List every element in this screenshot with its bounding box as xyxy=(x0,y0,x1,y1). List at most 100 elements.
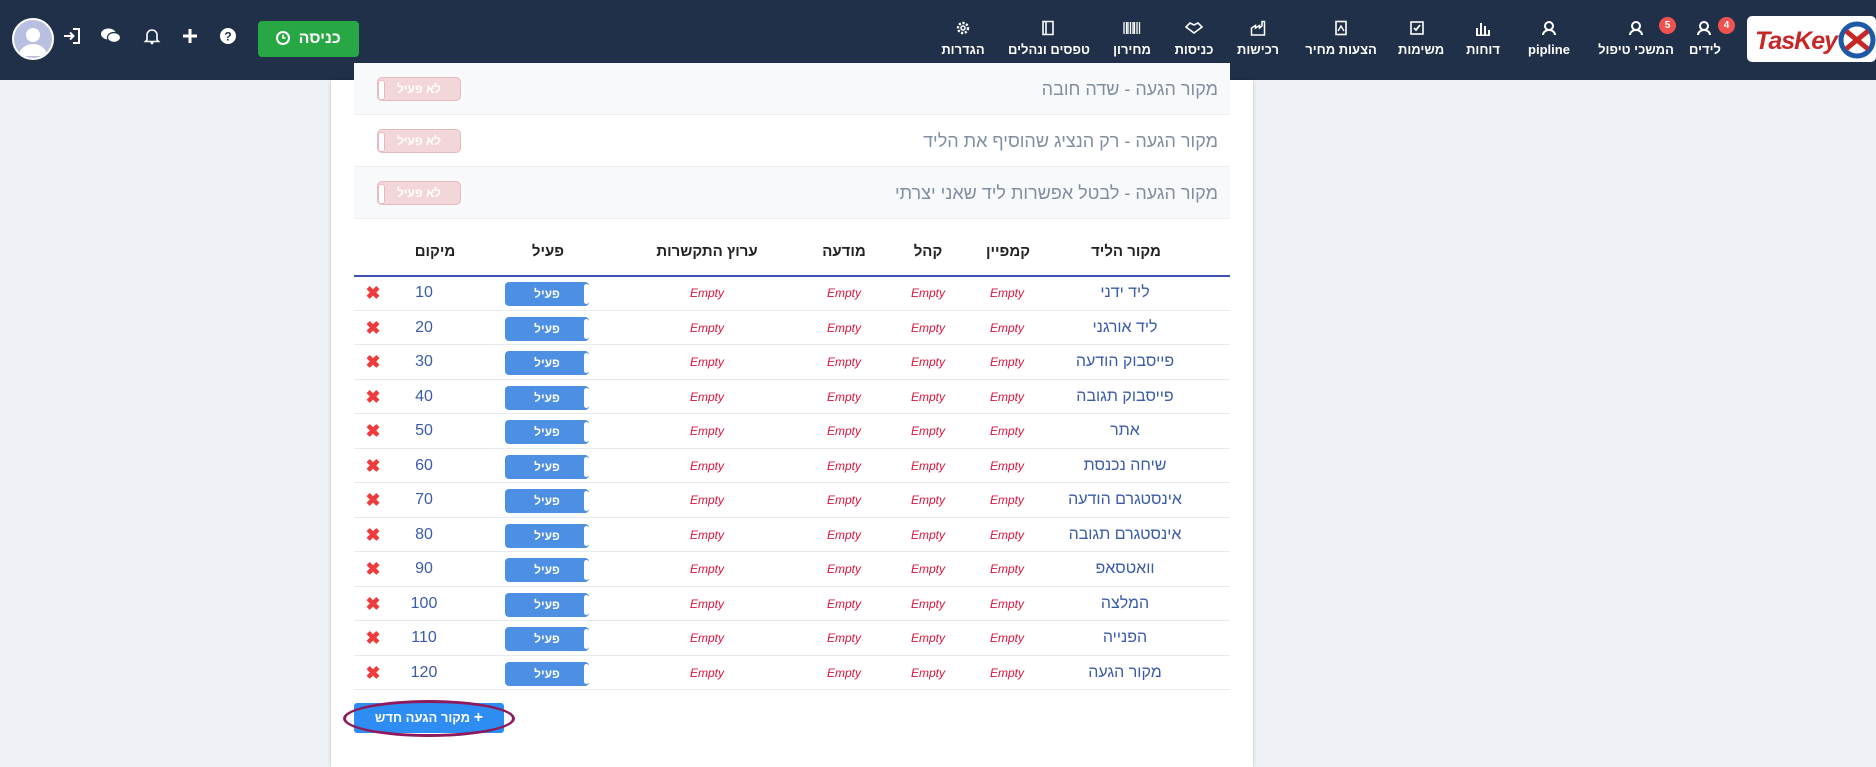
cell-rank[interactable]: 30 xyxy=(415,353,433,370)
nav-item-pipeline[interactable]: pipline xyxy=(1527,20,1571,64)
brand-logo[interactable]: TasKey xyxy=(1747,16,1876,62)
setting-toggle[interactable]: לא פעיל xyxy=(377,129,461,153)
cell-rank[interactable]: 100 xyxy=(410,594,438,612)
nav-item-forms[interactable]: טפסים ונהלים xyxy=(1008,20,1090,64)
cell-rank[interactable]: 20 xyxy=(415,318,433,336)
cell-audience[interactable]: Empty xyxy=(910,458,945,473)
active-toggle[interactable]: פעיל xyxy=(505,454,589,479)
cell-audience[interactable]: Empty xyxy=(910,562,945,576)
active-toggle[interactable]: פעיל xyxy=(505,627,589,651)
cell-campaign[interactable]: Empty xyxy=(989,562,1024,576)
cell-audience[interactable]: Empty xyxy=(910,355,945,369)
bell-icon[interactable] xyxy=(141,27,163,49)
delete-icon[interactable]: ✖ xyxy=(365,559,381,579)
cell-source[interactable]: ליד ידני xyxy=(1100,284,1150,301)
nav-item-continue[interactable]: המשכי טיפול 5 xyxy=(1596,17,1676,64)
nav-item-settings[interactable]: הגדרות xyxy=(941,20,985,64)
cell-audience[interactable]: Empty xyxy=(910,665,945,680)
active-toggle[interactable]: פעיל xyxy=(505,661,589,686)
nav-item-pricelist[interactable]: מחירון xyxy=(1113,20,1151,64)
cell-ad[interactable]: Empty xyxy=(826,355,861,369)
cell-ad[interactable]: Empty xyxy=(826,596,861,611)
active-toggle[interactable]: פעיל xyxy=(505,282,589,306)
delete-icon[interactable]: ✖ xyxy=(365,490,381,510)
cell-channel[interactable]: Empty xyxy=(689,355,724,369)
chat-icon[interactable] xyxy=(100,27,122,49)
cell-audience[interactable]: Empty xyxy=(910,631,945,645)
cell-ad[interactable]: Empty xyxy=(826,493,861,507)
enter-button[interactable]: כניסה xyxy=(258,21,359,57)
delete-icon[interactable]: ✖ xyxy=(365,386,381,407)
cell-channel[interactable]: Empty xyxy=(689,320,724,335)
cell-channel[interactable]: Empty xyxy=(689,458,724,473)
delete-icon[interactable]: ✖ xyxy=(365,317,381,338)
cell-ad[interactable]: Empty xyxy=(826,665,861,680)
cell-channel[interactable]: Empty xyxy=(689,286,724,300)
cell-ad[interactable]: Empty xyxy=(826,424,861,438)
cell-source[interactable]: אינסטגרם תגובה xyxy=(1068,525,1182,543)
cell-rank[interactable]: 110 xyxy=(411,629,437,646)
nav-item-reports[interactable]: דוחות xyxy=(1466,20,1500,64)
cell-rank[interactable]: 40 xyxy=(415,387,433,405)
cell-source[interactable]: הפנייה xyxy=(1102,629,1148,646)
plus-icon[interactable] xyxy=(179,27,201,49)
cell-rank[interactable]: 120 xyxy=(410,663,438,681)
cell-channel[interactable]: Empty xyxy=(689,596,724,611)
cell-audience[interactable]: Empty xyxy=(910,286,945,300)
cell-audience[interactable]: Empty xyxy=(910,493,945,507)
active-toggle[interactable]: פעיל xyxy=(505,489,589,513)
cell-campaign[interactable]: Empty xyxy=(989,389,1024,404)
cell-campaign[interactable]: Empty xyxy=(989,286,1024,300)
cell-campaign[interactable]: Empty xyxy=(989,493,1024,507)
cell-campaign[interactable]: Empty xyxy=(989,424,1024,438)
cell-campaign[interactable]: Empty xyxy=(989,631,1024,645)
cell-campaign[interactable]: Empty xyxy=(989,320,1024,335)
sign-in-icon[interactable] xyxy=(61,27,83,49)
delete-icon[interactable]: ✖ xyxy=(365,283,381,303)
cell-channel[interactable]: Empty xyxy=(689,389,724,404)
cell-campaign[interactable]: Empty xyxy=(989,458,1024,473)
cell-ad[interactable]: Empty xyxy=(826,286,861,300)
cell-channel[interactable]: Empty xyxy=(689,631,724,645)
nav-item-leads[interactable]: לידים 4 xyxy=(1689,17,1735,64)
cell-rank[interactable]: 10 xyxy=(415,284,433,301)
cell-channel[interactable]: Empty xyxy=(689,562,724,576)
cell-rank[interactable]: 80 xyxy=(415,525,433,543)
active-toggle[interactable]: פעיל xyxy=(505,558,589,582)
cell-source[interactable]: פייסבוק תגובה xyxy=(1076,387,1174,405)
cell-rank[interactable]: 90 xyxy=(415,560,433,577)
cell-campaign[interactable]: Empty xyxy=(989,596,1024,611)
cell-channel[interactable]: Empty xyxy=(689,527,724,542)
cell-rank[interactable]: 70 xyxy=(415,491,433,508)
cell-source[interactable]: מקור הגעה xyxy=(1088,663,1162,681)
cell-campaign[interactable]: Empty xyxy=(989,527,1024,542)
cell-ad[interactable]: Empty xyxy=(826,562,861,576)
setting-toggle[interactable]: לא פעיל xyxy=(377,77,461,101)
cell-audience[interactable]: Empty xyxy=(910,596,945,611)
cell-ad[interactable]: Empty xyxy=(826,389,861,404)
active-toggle[interactable]: פעיל xyxy=(505,351,589,375)
cell-channel[interactable]: Empty xyxy=(689,665,724,680)
cell-source[interactable]: ליד אורגני xyxy=(1092,318,1158,336)
nav-item-quotes[interactable]: הצעות מחיר xyxy=(1305,20,1377,64)
help-icon[interactable]: ? xyxy=(217,27,239,49)
cell-campaign[interactable]: Empty xyxy=(989,355,1024,369)
cell-source[interactable]: וואטסאפ xyxy=(1095,560,1155,577)
cell-rank[interactable]: 50 xyxy=(415,422,433,439)
cell-ad[interactable]: Empty xyxy=(826,527,861,542)
cell-rank[interactable]: 60 xyxy=(415,456,433,474)
avatar[interactable] xyxy=(12,18,54,60)
cell-audience[interactable]: Empty xyxy=(910,389,945,404)
delete-icon[interactable]: ✖ xyxy=(365,455,381,476)
cell-ad[interactable]: Empty xyxy=(826,458,861,473)
setting-toggle[interactable]: לא פעיל xyxy=(377,181,461,205)
delete-icon[interactable]: ✖ xyxy=(365,524,381,545)
nav-item-tasks[interactable]: משימות xyxy=(1398,20,1444,64)
nav-item-purchases[interactable]: רכישות xyxy=(1237,20,1279,64)
active-toggle[interactable]: פעיל xyxy=(505,385,589,410)
delete-icon[interactable]: ✖ xyxy=(365,421,381,441)
cell-campaign[interactable]: Empty xyxy=(989,665,1024,680)
cell-source[interactable]: המלצה xyxy=(1100,594,1150,612)
cell-ad[interactable]: Empty xyxy=(826,320,861,335)
nav-item-entries[interactable]: כניסות xyxy=(1174,20,1214,64)
